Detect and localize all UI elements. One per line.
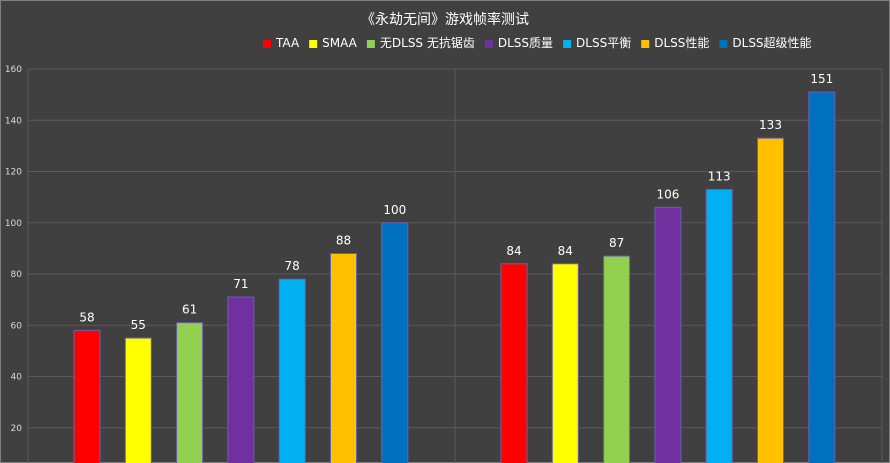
y-tick-label: 160 <box>5 65 22 75</box>
bar <box>278 278 306 463</box>
bar <box>808 91 836 463</box>
data-label: 151 <box>810 72 833 86</box>
data-label: 113 <box>708 169 731 183</box>
legend-swatch <box>719 40 728 48</box>
legend-swatch <box>563 40 572 48</box>
chart-title: 《永劫无间》游戏帧率测试 <box>361 11 529 28</box>
bar <box>176 322 204 463</box>
legend-label: TAA <box>275 36 300 50</box>
legend-label: SMAA <box>322 36 358 50</box>
data-label: 84 <box>506 244 521 258</box>
data-label: 100 <box>383 203 406 217</box>
data-label: 58 <box>79 310 94 324</box>
y-tick-label: 140 <box>5 116 22 126</box>
y-tick-label: 80 <box>11 270 23 280</box>
y-tick-label: 120 <box>5 168 22 178</box>
bar <box>757 137 784 463</box>
legend-label: DLSS平衡 <box>576 36 631 50</box>
data-label: 88 <box>336 234 351 248</box>
y-tick-label: 20 <box>11 424 23 434</box>
y-tick-label: 40 <box>11 373 23 383</box>
data-label: 61 <box>182 303 197 317</box>
bar <box>551 263 579 463</box>
y-tick-label: 60 <box>11 321 23 331</box>
bar <box>330 253 357 463</box>
bar <box>227 296 255 463</box>
legend-label: DLSS超级性能 <box>732 35 811 50</box>
data-label: 87 <box>609 236 624 250</box>
y-tick-label: 100 <box>5 219 22 229</box>
legend-swatch <box>366 40 375 48</box>
bar <box>603 255 631 463</box>
data-label: 106 <box>656 187 679 201</box>
bar <box>124 337 152 463</box>
legend-swatch <box>309 40 318 48</box>
bar <box>654 206 682 463</box>
bar <box>73 329 101 463</box>
data-label: 133 <box>759 118 782 132</box>
legend-swatch <box>263 40 271 48</box>
bar <box>705 188 733 463</box>
data-label: 78 <box>285 259 300 273</box>
legend-label: 无DLSS 无抗锯齿 <box>380 35 475 50</box>
bar <box>500 263 528 463</box>
data-label: 84 <box>558 244 573 258</box>
legend-label: DLSS质量 <box>498 36 553 50</box>
legend-swatch <box>484 40 493 48</box>
data-label: 55 <box>131 318 146 332</box>
data-label: 71 <box>233 277 248 291</box>
legend-swatch <box>641 40 650 48</box>
bar <box>381 222 409 463</box>
legend-label: DLSS性能 <box>654 36 709 50</box>
